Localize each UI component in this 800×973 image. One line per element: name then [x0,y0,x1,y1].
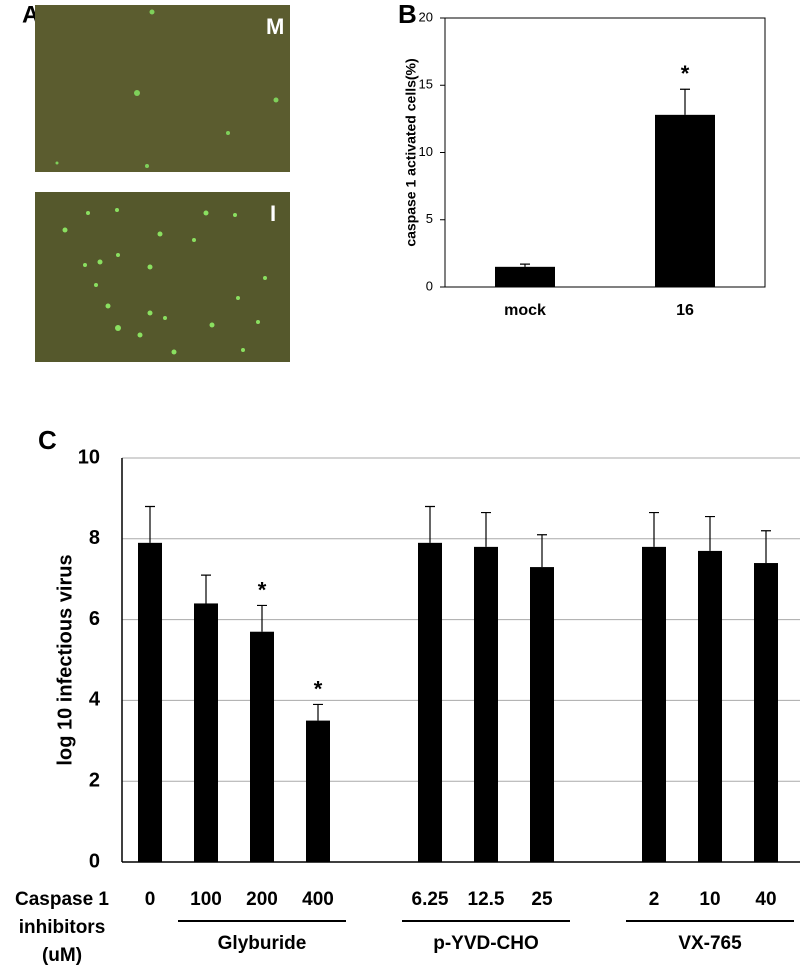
error-bar [680,88,690,115]
plot-frame [444,17,766,288]
bar [698,550,722,862]
x-axis-label: inhibitors [19,917,106,938]
bar [530,567,554,862]
y-axis-label: caspase 1 activated cells(%) [403,58,419,246]
cells [55,9,279,168]
bar [138,542,162,862]
panel-label: B [398,0,417,29]
bar [418,542,442,862]
y-tick-label: 4 [89,689,101,711]
x-tick-label: 6.25 [412,889,449,910]
error-bar [649,511,659,547]
x-tick-label: 100 [190,889,222,910]
error-bar [425,505,435,543]
x-tick-label: 25 [531,889,553,910]
image-label: M [266,14,284,39]
error-bar [145,505,155,543]
significance-marker: * [258,577,267,602]
y-tick-label: 20 [419,9,433,24]
y-tick-label: 8 [89,527,100,549]
image-label: I [270,201,276,226]
cells [62,208,267,355]
x-tick-label: 10 [699,889,720,910]
y-tick-label: 15 [419,77,433,92]
x-tick-label: 40 [755,889,776,910]
micrograph [35,192,290,362]
error-bar [257,604,267,632]
micrograph [35,5,290,172]
error-bar [520,263,530,267]
error-bar [705,515,715,551]
x-tick-label: 200 [246,889,278,910]
group-label: p-YVD-CHO [433,933,539,954]
y-tick-label: 5 [426,211,433,226]
bar [474,546,498,862]
significance-marker: * [314,676,323,701]
error-bar [761,530,771,564]
x-tick-label: 16 [676,302,694,319]
error-bar [313,703,323,721]
group-label: Glyburide [218,933,307,954]
bar [194,603,218,862]
x-tick-label: mock [504,302,546,319]
x-tick-label: 12.5 [468,889,505,910]
x-tick-label: 0 [145,889,156,910]
group-label: VX-765 [678,933,742,954]
y-tick-label: 10 [78,446,100,468]
y-tick-label: 6 [89,608,100,630]
x-tick-label: 2 [649,889,660,910]
error-bar [537,534,547,568]
y-tick-label: 0 [426,278,433,293]
y-tick-label: 10 [419,144,433,159]
error-bar [201,574,211,604]
y-tick-label: 2 [89,769,100,791]
bar [495,266,555,287]
panel-label: C [38,425,57,455]
bar [250,631,274,862]
bar [754,563,778,862]
bar [306,720,330,862]
x-tick-label: 400 [302,889,334,910]
y-tick-label: 0 [89,850,100,872]
x-axis-label: Caspase 1 [15,889,109,910]
bar [655,114,715,287]
significance-marker: * [681,61,690,86]
error-bar [481,511,491,547]
bar [642,546,666,862]
y-axis-label: log 10 infectious virus [54,554,76,765]
x-axis-label: (uM) [42,945,82,966]
